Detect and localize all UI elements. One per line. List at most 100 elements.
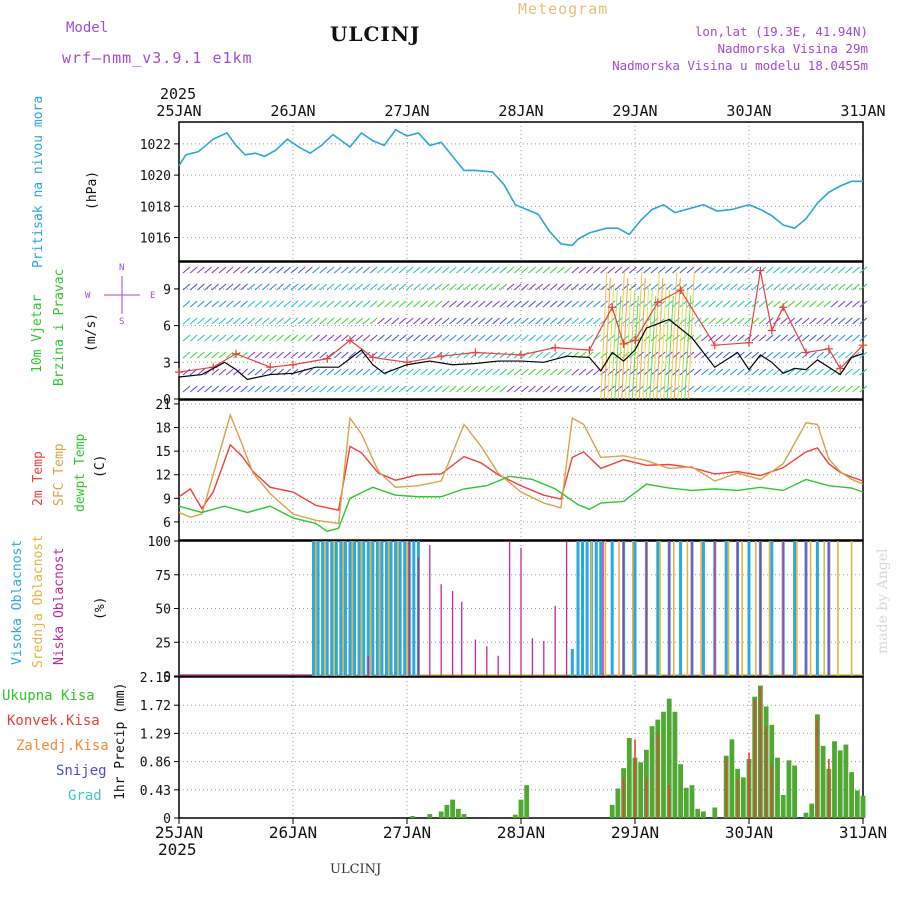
wind-barb [528,368,536,376]
wind-legend-south: S [119,317,124,327]
wind-barb [643,266,652,274]
wind-barb-fan [652,271,660,400]
wind-barb [218,368,227,376]
wind-barb [557,283,565,291]
wind-barb [845,283,853,291]
wind-barb [305,351,313,359]
wind-barb [276,266,284,274]
wind-barb [269,283,277,291]
wind-barb [593,368,601,376]
precip-bar-total [689,785,695,818]
cloud-bar [325,541,329,676]
wind-barb [420,368,428,376]
wind-barb [283,266,292,274]
wind-barb [823,300,832,308]
wind-barb [845,266,853,274]
wind-barb [283,300,292,308]
wind-barb [276,300,284,308]
wind-barb [341,266,349,274]
wind-barb [204,266,212,274]
wind-barb-fan [666,295,674,400]
credit-label: made by Angel [875,548,891,654]
wind-barb [247,266,256,274]
wind-barb [686,283,695,291]
wind-barb [513,334,522,342]
cloud-bar [389,541,393,676]
wind-barb [333,368,342,376]
wind-barb [636,266,644,274]
cloud-bar [823,541,826,676]
pressure-line [178,128,863,247]
precip-bar-convective [645,778,648,818]
y-tick-label: 6 [163,516,171,531]
wind-gust-marker [767,326,776,335]
cloud-bar [321,541,325,676]
wind-barb [218,334,227,342]
cloud-bar [805,541,807,676]
wind-barb [593,317,601,325]
wind-barb [247,334,256,342]
wind-barb [319,351,328,359]
cloud-ylabel-low: Niska Oblacnost [52,548,67,665]
precip-bar-total [410,816,416,818]
wind-barb [701,317,709,325]
wind-barb [765,266,774,274]
wind-barb [650,334,659,342]
cloud-bar [508,541,511,676]
wind-barb [780,368,788,376]
cloud-bar [691,541,693,676]
wind-barb [319,385,328,393]
wind-barb [427,317,436,325]
wind-barb [297,283,306,291]
cloud-bar [610,541,614,676]
wind-barb [312,266,320,274]
precip-bar-convective [622,778,625,818]
cloud-bar [461,601,463,676]
wind-barb [600,385,608,393]
wind-barb [535,385,544,393]
wind-barb [715,266,724,274]
wind-barb [585,317,594,325]
wind-barb [852,266,860,274]
wind-barb [578,283,587,291]
y-tick-label: 1.29 [140,727,171,742]
wind-barb [751,317,760,325]
precip-bar-total [792,765,797,818]
wind-barb [240,283,248,291]
precip-bar-total [450,799,455,818]
precip-bar-total [661,711,666,818]
wind-barb [528,351,536,359]
wind-barb [823,266,832,274]
precip-bar-total [854,790,860,818]
wind-barb [801,368,810,376]
wind-barb [542,300,551,308]
cloud-bar [714,541,716,676]
plot-layer [175,128,868,818]
wind-barb [809,334,817,342]
cloud-bar [342,541,344,676]
wind-barb [859,266,868,274]
wind-barb [708,385,716,393]
y-tick-label: 0 [163,393,171,408]
wind-barb [341,317,349,325]
wind-barb [506,334,515,342]
wind-barb [773,266,781,274]
cloud-bar [316,541,320,676]
wind-barb [499,300,508,308]
wind-barb [269,334,277,342]
wind-barb-fan [624,283,632,400]
panel-frame-0 [178,121,864,262]
wind-barb [593,351,601,359]
wind-barb [607,266,616,274]
y-tick-label: 25 [155,636,171,651]
wind-barb [247,300,256,308]
wind-barb [427,266,436,274]
wind-barb [571,266,580,274]
wind-barb [585,368,594,376]
precip-bar-convective [771,765,773,818]
wind-barb [261,283,270,291]
wind-legend-west: W [85,291,91,301]
wind-barb [665,266,673,274]
wind-barb [283,351,292,359]
precip-bar-total [427,814,433,818]
